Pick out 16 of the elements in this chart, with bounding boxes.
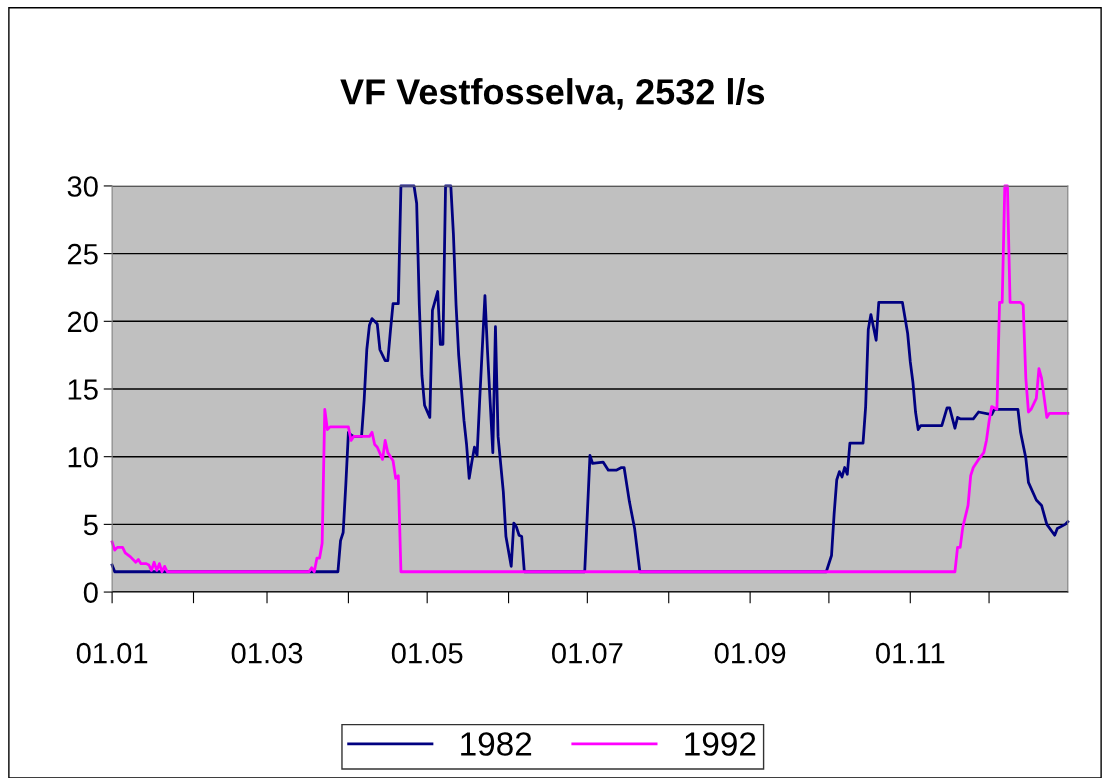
legend-label: 1992 [685, 732, 756, 756]
y-tick-label: 25 [67, 243, 98, 265]
x-tick-label: 01.07 [551, 642, 623, 664]
x-tick-label: 01.05 [391, 642, 463, 664]
x-tick-label: 01.01 [76, 642, 148, 664]
x-tick-label: 01.09 [714, 642, 786, 664]
chart-title: VF Vestfosselva, 2532 l/s [340, 78, 765, 110]
y-tick-label: 30 [67, 176, 98, 197]
x-tick-label: 01.03 [231, 642, 303, 664]
y-tick-label: 5 [83, 514, 98, 536]
y-tick-label: 0 [83, 582, 98, 603]
x-tick-label: 01.11 [876, 642, 945, 664]
y-tick-label: 20 [67, 311, 98, 333]
y-tick-label: 15 [68, 379, 98, 400]
legend-label: 1982 [461, 732, 532, 756]
y-tick-label: 10 [68, 446, 98, 468]
